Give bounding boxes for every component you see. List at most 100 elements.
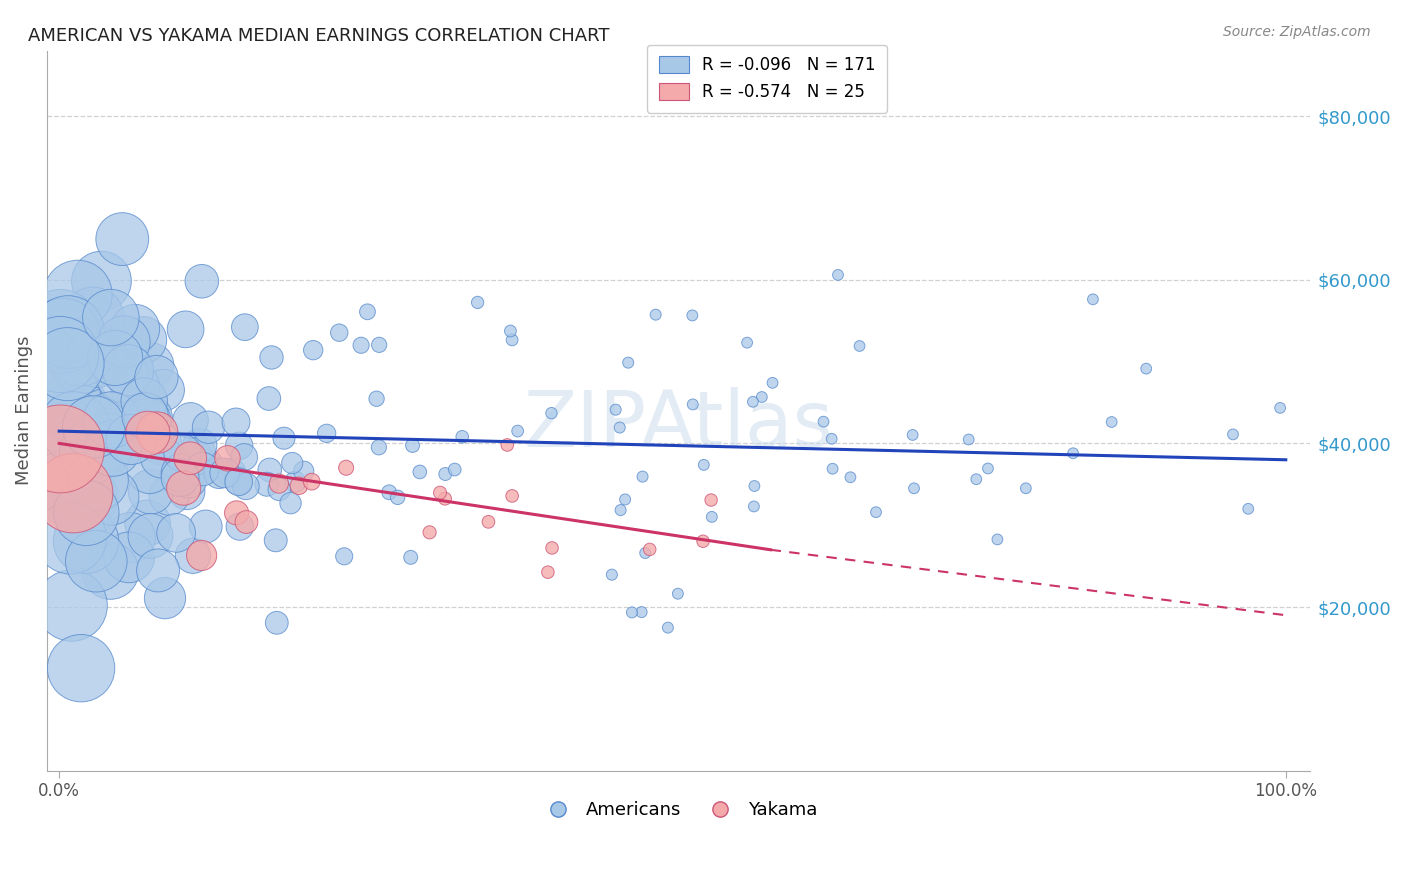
Point <box>146 425 169 440</box>
Point <box>288 479 311 493</box>
Point <box>614 492 637 507</box>
Point <box>630 605 652 619</box>
Point <box>124 380 146 394</box>
Point <box>56 357 79 371</box>
Point <box>541 541 564 555</box>
Point <box>100 490 122 504</box>
Point <box>1237 501 1260 516</box>
Point <box>112 334 135 349</box>
Text: Source: ZipAtlas.com: Source: ZipAtlas.com <box>1223 25 1371 39</box>
Point <box>657 621 679 635</box>
Point <box>366 392 388 406</box>
Text: AMERICAN VS YAKAMA MEDIAN EARNINGS CORRELATION CHART: AMERICAN VS YAKAMA MEDIAN EARNINGS CORRE… <box>28 27 610 45</box>
Point <box>80 445 103 459</box>
Point <box>433 491 456 506</box>
Legend: Americans, Yakama: Americans, Yakama <box>533 794 824 827</box>
Point <box>63 419 86 434</box>
Point <box>506 424 529 438</box>
Point <box>429 485 451 500</box>
Point <box>233 450 256 464</box>
Point <box>499 324 522 338</box>
Point <box>901 428 924 442</box>
Point <box>49 452 72 467</box>
Point <box>124 322 146 336</box>
Point <box>228 475 250 489</box>
Point <box>256 477 278 491</box>
Point <box>150 450 173 464</box>
Point <box>821 461 844 475</box>
Point <box>284 475 307 489</box>
Point <box>280 496 302 510</box>
Point <box>77 414 100 428</box>
Point <box>617 356 640 370</box>
Point <box>226 474 249 488</box>
Point <box>104 351 127 365</box>
Point <box>174 322 197 336</box>
Point <box>146 563 169 577</box>
Point <box>63 402 86 417</box>
Point <box>693 458 716 472</box>
Point <box>59 531 82 545</box>
Point <box>191 462 214 476</box>
Point <box>149 436 172 450</box>
Point <box>157 488 180 502</box>
Point <box>233 320 256 334</box>
Point <box>136 516 159 530</box>
Point <box>169 470 191 484</box>
Point <box>75 533 97 548</box>
Point <box>176 484 198 499</box>
Point <box>111 369 134 384</box>
Point <box>378 485 401 500</box>
Point <box>100 310 122 325</box>
Point <box>138 464 160 478</box>
Point <box>681 309 703 323</box>
Y-axis label: Median Earnings: Median Earnings <box>15 336 32 485</box>
Point <box>692 534 714 549</box>
Point <box>501 333 523 347</box>
Point <box>87 420 110 434</box>
Point <box>367 440 389 454</box>
Point <box>865 505 887 519</box>
Point <box>848 339 870 353</box>
Point <box>221 466 243 480</box>
Point <box>609 420 631 434</box>
Point <box>537 565 560 579</box>
Point <box>120 531 142 545</box>
Point <box>83 420 105 434</box>
Point <box>1081 293 1104 307</box>
Point <box>827 268 849 282</box>
Point <box>136 426 159 441</box>
Point <box>139 529 162 543</box>
Point <box>644 308 666 322</box>
Text: ZIPAtlas: ZIPAtlas <box>523 387 834 463</box>
Point <box>169 466 191 480</box>
Point <box>208 467 231 481</box>
Point <box>496 438 519 452</box>
Point <box>333 549 356 564</box>
Point <box>195 458 218 473</box>
Point <box>225 415 247 429</box>
Point <box>821 432 844 446</box>
Point <box>194 519 217 533</box>
Point <box>1135 361 1157 376</box>
Point <box>191 274 214 288</box>
Point <box>67 486 90 500</box>
Point <box>110 350 132 364</box>
Point <box>264 533 287 548</box>
Point <box>197 420 219 434</box>
Point <box>977 461 1000 475</box>
Point <box>90 274 112 288</box>
Point <box>214 466 236 480</box>
Point <box>134 394 156 409</box>
Point <box>259 463 281 477</box>
Point <box>1062 446 1084 460</box>
Point <box>100 564 122 578</box>
Point <box>91 441 114 455</box>
Point <box>257 392 280 406</box>
Point <box>451 430 474 444</box>
Point <box>281 456 304 470</box>
Point <box>1222 427 1244 442</box>
Point <box>266 615 288 630</box>
Point <box>136 414 159 428</box>
Point <box>177 473 200 487</box>
